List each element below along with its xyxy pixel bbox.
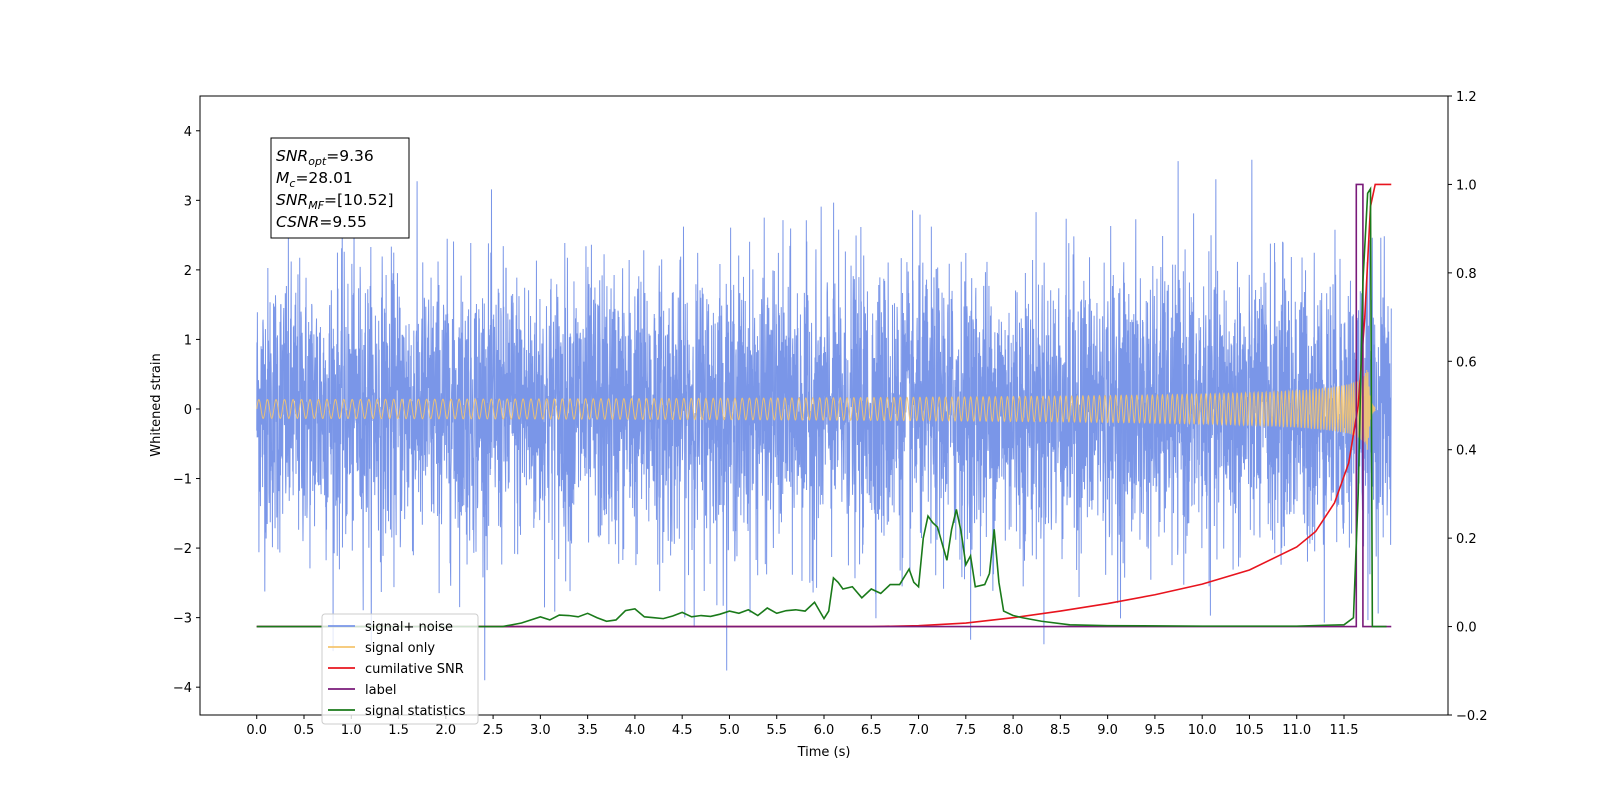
stats-annotation-box: SNRopt=9.36Mc=28.01SNRMF=[10.52]CSNR=9.5… <box>270 137 410 239</box>
y-axis-right: −0.2 0.0 0.2 0.4 0.6 0.8 1.0 1.2 <box>1448 90 1488 724</box>
legend-label: label <box>365 683 396 698</box>
x-tick-label: 8.5 <box>1050 723 1071 738</box>
x-tick-label: 11.5 <box>1330 723 1359 738</box>
y-tick-label: −4 <box>173 681 192 696</box>
series-signal-statistics-line <box>256 186 1387 628</box>
y-axis-label: Whitened strain <box>149 353 164 456</box>
y-tick-label: 4 <box>184 125 192 140</box>
x-axis: 0.0 0.5 1.0 1.5 2.0 2.5 3.0 3.5 4.0 4.5 5.0 5.5 6.0 6… <box>246 715 1358 738</box>
y2-tick-label: 1.2 <box>1456 90 1477 105</box>
x-tick-label: 8.0 <box>1003 723 1024 738</box>
x-tick-label: 3.5 <box>577 723 598 738</box>
x-tick-label: 9.0 <box>1097 723 1118 738</box>
x-tick-label: 11.0 <box>1282 723 1311 738</box>
x-tick-label: 0.0 <box>246 723 267 738</box>
x-tick-label: 5.5 <box>766 723 787 738</box>
x-tick-label: 10.5 <box>1235 723 1264 738</box>
x-tick-label: 2.5 <box>483 723 504 738</box>
y2-tick-label: 0.4 <box>1456 444 1477 459</box>
legend-label: signal only <box>365 641 435 656</box>
annotation-box <box>270 137 410 239</box>
x-tick-label: 10.0 <box>1188 723 1217 738</box>
y2-tick-label: 0.2 <box>1456 532 1477 547</box>
annotation-line: SNRMF=[10.52] <box>276 191 394 212</box>
y-tick-label: −2 <box>173 542 192 557</box>
y2-tick-label: 0.8 <box>1456 267 1477 282</box>
legend: signal+ noise signal only cumilative SNR la… <box>321 613 479 725</box>
x-tick-label: 7.5 <box>955 723 976 738</box>
y2-tick-label: 1.0 <box>1456 178 1477 193</box>
x-axis-label: Time (s) <box>797 745 851 760</box>
y2-tick-label: 0.0 <box>1456 621 1477 636</box>
legend-box <box>321 613 479 725</box>
x-tick-label: 4.0 <box>625 723 646 738</box>
y2-tick-label: 0.6 <box>1456 355 1477 370</box>
legend-label: cumilative SNR <box>365 662 464 677</box>
x-tick-label: 1.5 <box>388 723 409 738</box>
y-axis-left: −4 −3 −2 −1 0 1 2 3 4 <box>173 125 200 696</box>
x-tick-label: 4.5 <box>672 723 693 738</box>
annotation-line: CSNR=9.55 <box>276 213 367 231</box>
y2-tick-label: −0.2 <box>1456 709 1488 724</box>
y-tick-label: 0 <box>184 403 192 418</box>
y-tick-label: 2 <box>184 264 192 279</box>
annotation-line: SNRopt=9.36 <box>276 147 374 168</box>
plot-area <box>256 159 1392 681</box>
x-tick-label: 3.0 <box>530 723 551 738</box>
annotation-line: Mc=28.01 <box>276 169 353 190</box>
legend-label: signal statistics <box>365 704 466 719</box>
x-tick-label: 6.0 <box>814 723 835 738</box>
x-tick-label: 0.5 <box>294 723 315 738</box>
legend-label: signal+ noise <box>365 620 453 635</box>
series-cumulative-snr-line <box>256 183 1392 628</box>
y-tick-label: 3 <box>184 194 192 209</box>
y-tick-label: 1 <box>184 333 192 348</box>
x-tick-label: 2.0 <box>435 723 456 738</box>
y-tick-label: −1 <box>173 473 192 488</box>
x-tick-label: 9.5 <box>1145 723 1166 738</box>
x-tick-label: 5.0 <box>719 723 740 738</box>
y-tick-label: −3 <box>173 612 192 627</box>
x-tick-label: 6.5 <box>861 723 882 738</box>
series-signal-only-line <box>256 369 1376 450</box>
x-tick-label: 1.0 <box>341 723 362 738</box>
x-tick-label: 7.0 <box>908 723 929 738</box>
